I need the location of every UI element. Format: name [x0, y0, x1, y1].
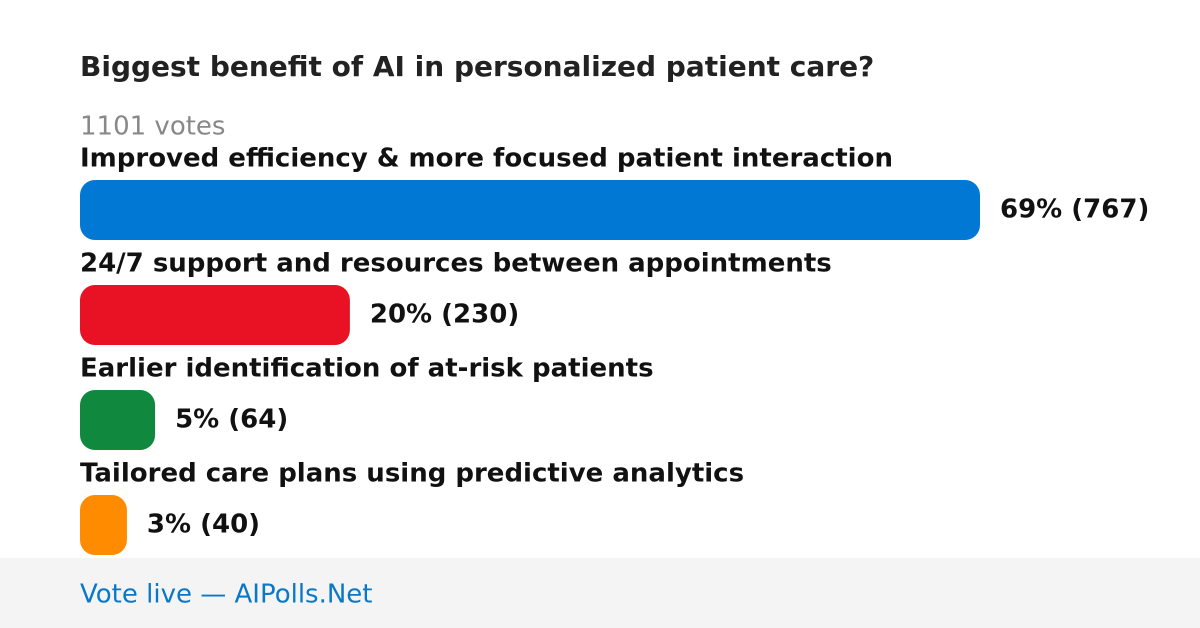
poll-title: Biggest benefit of AI in personalized pa…	[80, 50, 874, 83]
bar	[80, 180, 980, 240]
bar	[80, 285, 350, 345]
value-label: 69% (767)	[1000, 195, 1149, 225]
option-label: Tailored care plans using predictive ana…	[80, 459, 744, 489]
vote-count: 1101 votes	[80, 112, 225, 142]
value-label: 5% (64)	[175, 405, 288, 435]
value-label: 3% (40)	[147, 510, 260, 540]
option-label: 24/7 support and resources between appoi…	[80, 249, 832, 279]
option-label: Improved efficiency & more focused patie…	[80, 144, 893, 174]
bar	[80, 495, 127, 555]
footer-link[interactable]: Vote live — AIPolls.Net	[80, 580, 373, 610]
option-label: Earlier identification of at-risk patien…	[80, 354, 654, 384]
bar	[80, 390, 156, 450]
value-label: 20% (230)	[370, 300, 519, 330]
footer-band	[0, 558, 1200, 628]
